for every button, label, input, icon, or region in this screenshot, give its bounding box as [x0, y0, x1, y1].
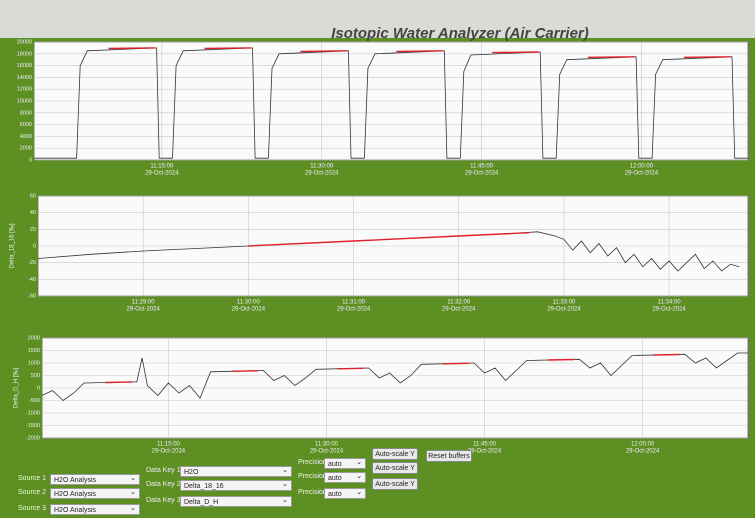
data-key-label: Data Key 1 — [146, 467, 181, 474]
y-tick-label: -1500 — [26, 423, 40, 429]
x-tick-date: 29-Oct-2024 — [468, 449, 502, 455]
y-tick-label: 10000 — [17, 98, 32, 104]
series-line — [34, 47, 748, 159]
x-tick-label: 11:30:00 — [310, 164, 334, 170]
series-line — [108, 47, 731, 58]
x-tick-date: 29-Oct-2024 — [652, 307, 686, 313]
source-label: Source 3 — [18, 505, 47, 512]
x-tick-label: 11:45:00 — [473, 442, 497, 448]
x-tick-date: 29-Oct-2024 — [232, 307, 266, 313]
y-tick-label: 1000 — [28, 360, 40, 366]
x-tick-label: 11:34:00 — [658, 300, 682, 306]
x-tick-label: 12:00:00 — [631, 442, 655, 448]
autoscale-button[interactable]: Auto-scale Y — [372, 448, 418, 460]
x-tick-date: 29-Oct-2024 — [625, 171, 659, 177]
x-tick-label: 11:32:00 — [447, 300, 471, 306]
x-tick-date: 29-Oct-2024 — [442, 307, 476, 313]
x-tick-label: 11:33:00 — [552, 300, 576, 306]
x-tick-date: 29-Oct-2024 — [152, 449, 186, 455]
x-tick-date: 29-Oct-2024 — [337, 307, 371, 313]
x-tick-label: 11:31:00 — [342, 300, 366, 306]
series-line — [105, 353, 680, 384]
y-tick-label: 8000 — [20, 110, 32, 116]
y-tick-label: -60 — [28, 293, 36, 299]
precision-select[interactable]: auto — [324, 457, 366, 469]
y-tick-label: 0 — [29, 157, 32, 163]
y-tick-label: -1000 — [26, 410, 40, 416]
y-tick-label: 20 — [30, 227, 36, 233]
source-label: Source 2 — [18, 489, 47, 496]
source-label: Source 1 — [18, 475, 47, 482]
autoscale-button[interactable]: Auto-scale Y — [372, 462, 418, 474]
precision-select[interactable]: auto — [324, 487, 366, 499]
series-line — [41, 352, 748, 402]
x-tick-date: 29-Oct-2024 — [547, 307, 581, 313]
autoscale-button[interactable]: Auto-scale Y — [372, 478, 418, 490]
x-tick-label: 11:45:00 — [470, 164, 494, 170]
x-tick-label: 11:29:00 — [132, 300, 156, 306]
y-tick-label: 2000 — [20, 146, 32, 152]
series-line — [248, 232, 529, 247]
x-tick-label: 11:30:00 — [315, 442, 339, 448]
x-tick-date: 29-Oct-2024 — [310, 449, 344, 455]
precision-label: Precision — [298, 473, 327, 480]
y-tick-label: 500 — [31, 373, 40, 379]
y-tick-label: -40 — [28, 277, 36, 283]
precision-label: Precision — [298, 459, 327, 466]
precision-label: Precision — [298, 489, 327, 496]
y-tick-label: 0 — [33, 243, 36, 249]
source-select[interactable]: H2O Analysis — [50, 487, 140, 499]
y-tick-label: -2000 — [26, 435, 40, 441]
y-tick-label: 0 — [37, 385, 40, 391]
x-tick-label: 12:00:00 — [630, 164, 654, 170]
x-tick-label: 11:15:00 — [150, 164, 174, 170]
y-tick-label: 20000 — [17, 39, 32, 45]
y-tick-label: 60 — [30, 193, 36, 199]
y-tick-label: 16000 — [17, 63, 32, 69]
reset-button[interactable]: Reset buffers — [426, 450, 472, 462]
y-axis-label: Delta_18_16 [‰] — [10, 223, 16, 268]
y-tick-label: 14000 — [17, 75, 32, 81]
y-axis-label: Delta_D_H [‰] — [14, 367, 20, 408]
y-tick-label: -20 — [28, 260, 36, 266]
y-tick-label: 4000 — [20, 134, 32, 140]
y-tick-label: 12000 — [17, 87, 32, 93]
source-select[interactable]: H2O Analysis — [50, 503, 140, 515]
app-title: Isotopic Water Analyzer (Air Carrier) — [331, 25, 589, 42]
x-tick-label: 11:30:00 — [237, 300, 261, 306]
x-tick-date: 29-Oct-2024 — [465, 171, 499, 177]
data-key-select[interactable]: Delta_18_16 — [180, 479, 292, 491]
x-tick-label: 11:15:00 — [157, 442, 181, 448]
x-tick-date: 29-Oct-2024 — [626, 449, 660, 455]
source-select[interactable]: H2O Analysis — [50, 473, 140, 485]
y-tick-label: 1500 — [28, 348, 40, 354]
x-tick-date: 29-Oct-2024 — [145, 171, 179, 177]
y-tick-label: 40 — [30, 210, 36, 216]
data-key-label: Data Key 3 — [146, 497, 181, 504]
y-tick-label: -500 — [29, 398, 40, 404]
y-tick-label: 6000 — [20, 122, 32, 128]
data-key-select[interactable]: Delta_D_H — [180, 495, 292, 507]
y-tick-label: 18000 — [17, 51, 32, 57]
precision-select[interactable]: auto — [324, 471, 366, 483]
data-key-label: Data Key 2 — [146, 481, 181, 488]
data-key-select[interactable]: H2O — [180, 465, 292, 477]
title-bar — [0, 0, 755, 38]
x-tick-date: 29-Oct-2024 — [127, 307, 161, 313]
y-tick-label: 2000 — [28, 335, 40, 341]
x-tick-date: 29-Oct-2024 — [305, 171, 339, 177]
